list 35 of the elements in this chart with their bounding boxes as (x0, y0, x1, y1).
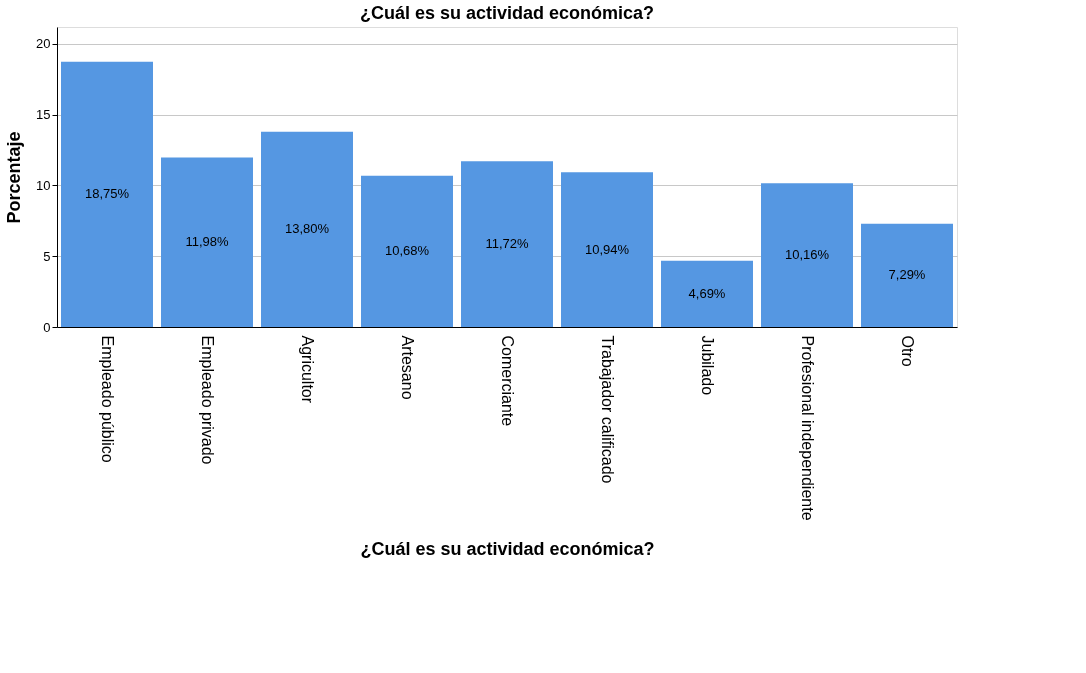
data-label: 4,69% (688, 285, 726, 301)
y-tick-label: 20 (36, 36, 51, 52)
bar (761, 183, 853, 327)
x-tick-label: Artesano (399, 335, 416, 400)
x-tick-label: Otro (899, 335, 916, 367)
x-tick-label: Comerciante (499, 335, 516, 427)
bar (61, 61, 153, 327)
y-tick-label: 15 (36, 107, 51, 123)
data-label: 10,16% (784, 247, 830, 263)
bar (661, 260, 753, 327)
x-tick-label: Jubilado (699, 335, 716, 396)
bar (461, 161, 553, 327)
y-tick-label: 10 (36, 177, 51, 193)
data-label: 11,98% (185, 234, 229, 250)
x-tick-label: Agricultor (299, 335, 316, 404)
x-tick-label: Empleado privado (199, 335, 216, 465)
data-label: 18,75% (84, 186, 130, 202)
data-label: 13,80% (284, 221, 330, 237)
data-label: 10,68% (384, 243, 430, 259)
x-axis-title: ¿Cuál es su actividad económica? (360, 538, 655, 559)
data-label: 7,29% (888, 267, 926, 283)
data-label: 10,94% (584, 241, 630, 257)
chart-title: ¿Cuál es su actividad económica? (359, 3, 655, 23)
data-label: 11,72% (485, 236, 529, 252)
x-tick-label: Empleado público (99, 335, 116, 463)
y-tick-label: 5 (43, 248, 51, 264)
bar (161, 157, 253, 327)
bar (261, 131, 353, 327)
bar (561, 172, 653, 327)
y-axis-title: Porcentaje (4, 131, 25, 224)
bar (861, 223, 953, 327)
x-tick-label: Profesional independiente (799, 335, 816, 521)
y-tick-label: 0 (43, 319, 51, 335)
x-tick-label: Trabajador calificado (599, 335, 616, 484)
bar (361, 175, 453, 327)
